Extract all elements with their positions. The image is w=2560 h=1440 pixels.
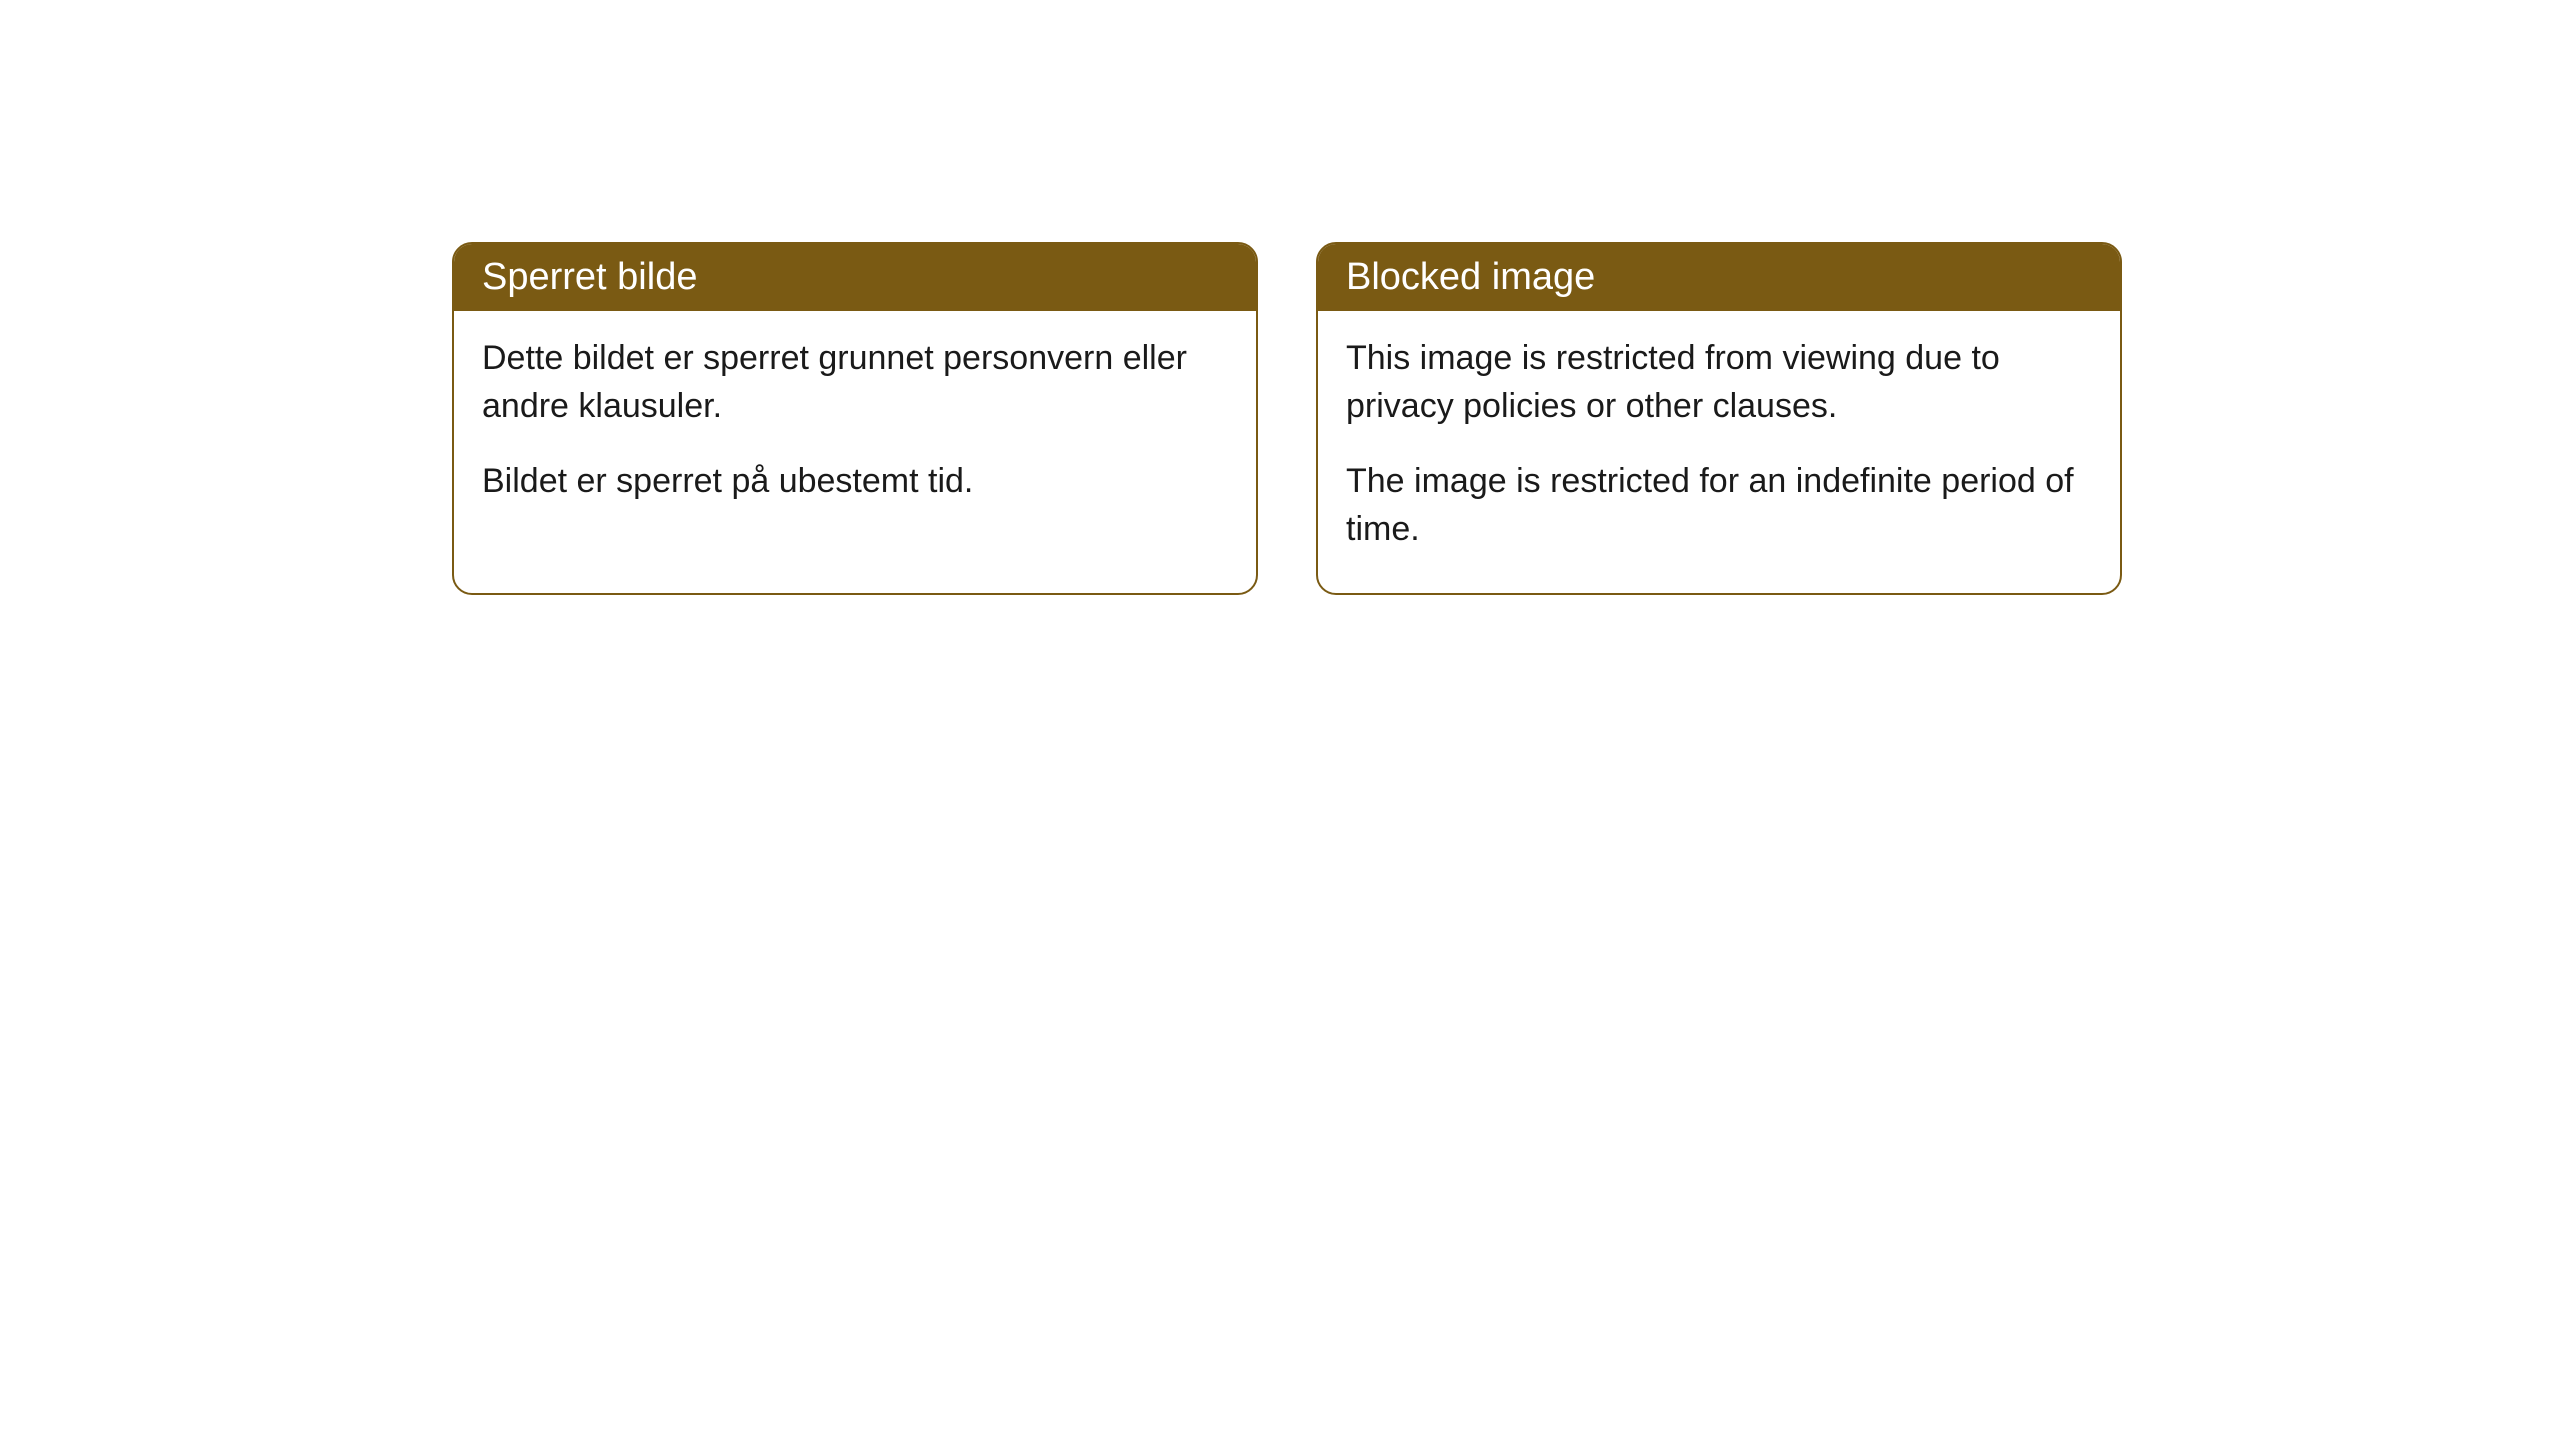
notice-body-norwegian: Dette bildet er sperret grunnet personve… [454,311,1256,546]
notice-title-english: Blocked image [1346,256,1595,298]
notice-card-english: Blocked image This image is restricted f… [1316,242,2122,595]
notice-body-english: This image is restricted from viewing du… [1318,311,2120,593]
notice-header-norwegian: Sperret bilde [454,244,1256,311]
notice-paragraph-1-english: This image is restricted from viewing du… [1346,335,2092,430]
notice-paragraph-2-norwegian: Bildet er sperret på ubestemt tid. [482,458,1228,506]
notice-paragraph-2-english: The image is restricted for an indefinit… [1346,458,2092,553]
notice-header-english: Blocked image [1318,244,2120,311]
notice-paragraph-1-norwegian: Dette bildet er sperret grunnet personve… [482,335,1228,430]
notice-cards-container: Sperret bilde Dette bildet er sperret gr… [452,242,2122,595]
notice-card-norwegian: Sperret bilde Dette bildet er sperret gr… [452,242,1258,595]
notice-title-norwegian: Sperret bilde [482,256,697,298]
